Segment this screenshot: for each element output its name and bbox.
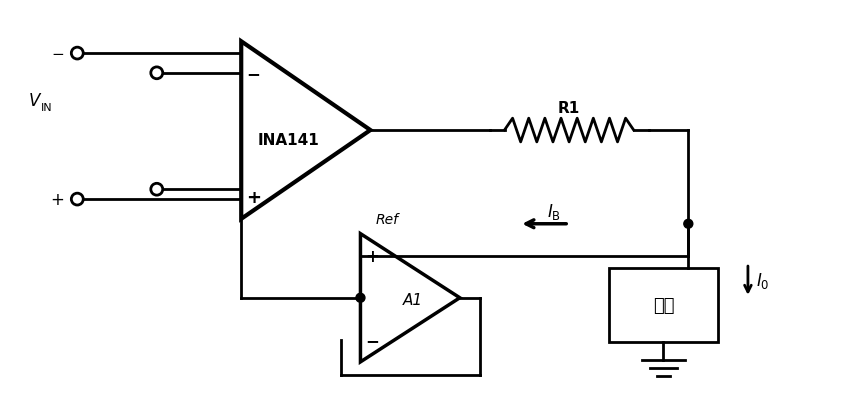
Text: $V$: $V$ [28, 92, 42, 110]
Text: A1: A1 [403, 292, 423, 308]
Circle shape [356, 294, 365, 302]
Text: INA141: INA141 [258, 133, 320, 148]
Circle shape [150, 68, 163, 80]
Text: R1: R1 [558, 101, 580, 116]
Text: −: − [51, 47, 64, 62]
Circle shape [71, 194, 83, 206]
Bar [609, 268, 718, 342]
Text: +: + [366, 248, 379, 266]
Text: +: + [246, 189, 261, 206]
Text: 负载: 负载 [653, 297, 674, 314]
Text: +: + [51, 191, 64, 209]
Circle shape [150, 184, 163, 196]
Text: −: − [366, 331, 379, 349]
Text: $I_{\rm B}$: $I_{\rm B}$ [547, 202, 562, 221]
Text: −: − [246, 65, 260, 83]
Text: IN: IN [40, 103, 52, 113]
Text: Ref: Ref [375, 212, 398, 226]
Text: $I_0$: $I_0$ [756, 271, 770, 291]
Circle shape [71, 48, 83, 60]
Circle shape [684, 220, 693, 229]
